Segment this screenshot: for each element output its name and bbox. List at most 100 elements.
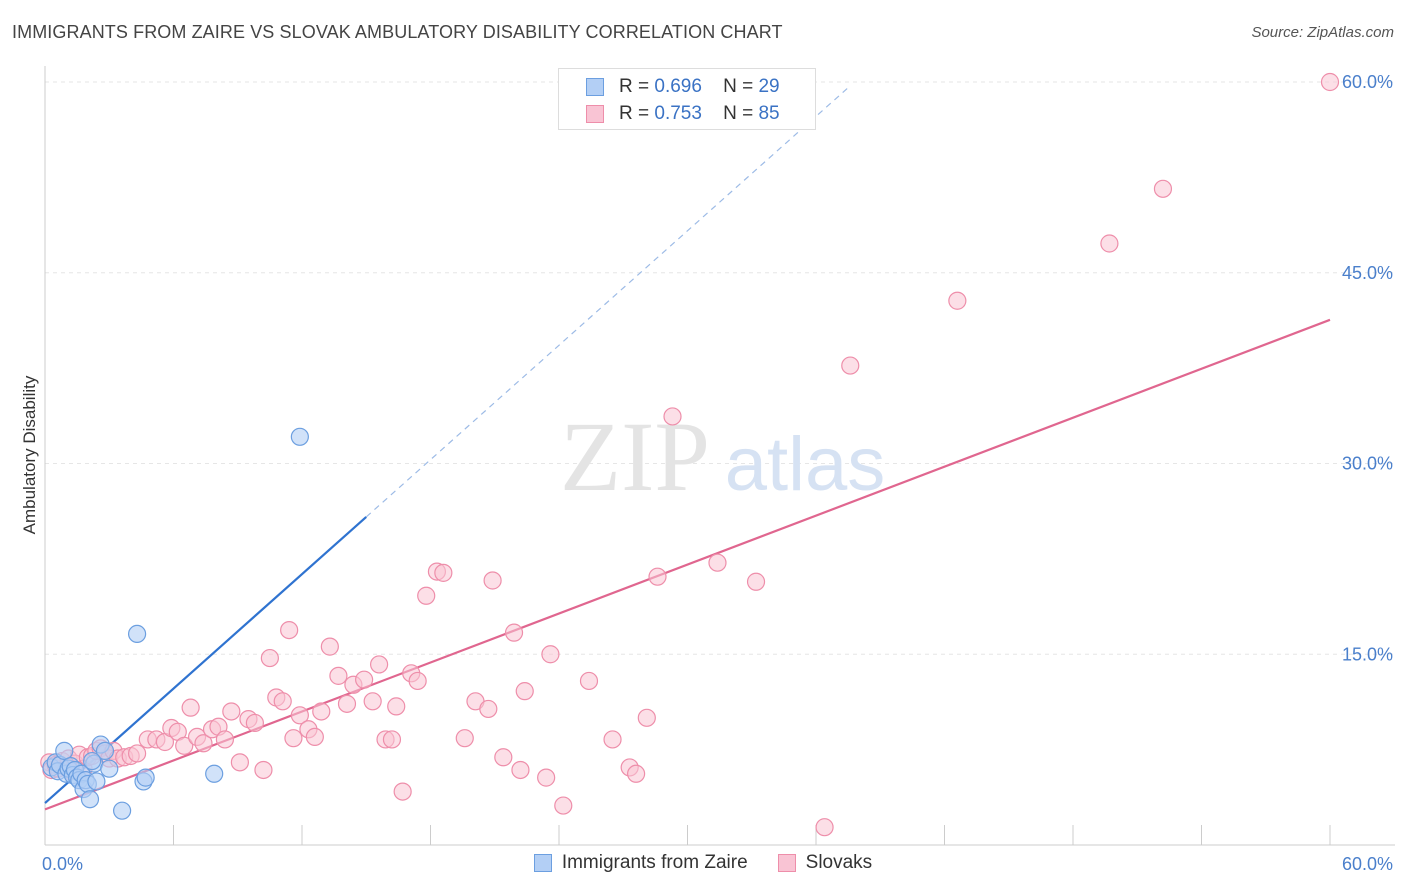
- point-slovak: [579, 671, 599, 691]
- legend-label-slovak: Slovaks: [805, 852, 873, 873]
- point-zaire: [112, 801, 132, 820]
- r-value: 0.696: [654, 76, 702, 97]
- point-slovak: [363, 692, 382, 711]
- point-slovak: [260, 648, 279, 668]
- point-slovak: [370, 655, 389, 674]
- point-slovak: [708, 553, 727, 572]
- point-slovak: [417, 586, 436, 605]
- point-slovak: [1153, 179, 1173, 198]
- point-slovak: [637, 708, 656, 727]
- point-slovak: [511, 760, 530, 780]
- r-value: 0.753: [654, 103, 702, 124]
- watermark-zip: ZIP: [560, 401, 710, 512]
- point-slovak: [175, 736, 194, 755]
- point-slovak: [127, 744, 147, 763]
- point-slovak: [948, 291, 967, 310]
- legend-text-zaire: R = 0.696 N = 29: [619, 76, 780, 98]
- point-slovak: [355, 670, 374, 689]
- point-slovak: [494, 748, 513, 767]
- point-slovak: [254, 760, 273, 780]
- point-slovak: [290, 706, 309, 725]
- point-zaire: [55, 741, 74, 760]
- point-slovak: [815, 818, 834, 837]
- trend-extension-zaire: [365, 85, 851, 518]
- r-label: R =: [619, 76, 650, 97]
- point-slovak: [387, 697, 406, 716]
- point-zaire: [205, 764, 224, 783]
- n-value: 85: [758, 103, 780, 124]
- legend-label-zaire: Immigrants from Zaire: [561, 852, 748, 873]
- y-tick-label: 60.0%: [1342, 72, 1393, 92]
- legend-row-zaire: R = 0.696 N = 29: [586, 75, 780, 99]
- point-slovak: [626, 764, 646, 783]
- point-slovak: [181, 698, 200, 717]
- point-slovak: [537, 768, 556, 787]
- point-slovak: [280, 620, 299, 640]
- n-label: N =: [723, 76, 754, 97]
- point-slovak: [504, 623, 524, 642]
- legend-row-slovak: R = 0.753 N = 85: [586, 102, 780, 126]
- point-slovak: [393, 782, 412, 801]
- point-zaire: [95, 741, 115, 760]
- trend-line-slovak: [44, 318, 1331, 811]
- point-zaire: [80, 790, 100, 809]
- point-slovak: [554, 796, 573, 815]
- point-slovak: [479, 699, 498, 719]
- point-slovak: [1100, 234, 1119, 253]
- source-label: Source: ZipAtlas.com: [1251, 24, 1394, 41]
- point-zaire: [290, 427, 309, 446]
- point-slovak: [603, 730, 622, 749]
- point-slovak: [230, 753, 249, 772]
- point-slovak: [515, 682, 534, 701]
- point-slovak: [329, 666, 348, 685]
- axes: [44, 66, 1395, 846]
- point-slovak: [663, 407, 682, 426]
- point-slovak: [305, 727, 324, 747]
- x-tick-label: 60.0%: [1342, 854, 1393, 874]
- point-slovak: [312, 702, 331, 721]
- legend-item-slovak[interactable]: Slovaks: [777, 852, 873, 874]
- point-slovak: [746, 572, 766, 591]
- r-label: R =: [619, 103, 650, 124]
- point-zaire: [87, 772, 106, 791]
- y-tick-label: 45.0%: [1342, 263, 1393, 283]
- y-tick-label: 15.0%: [1342, 644, 1393, 664]
- correlation-legend: R = 0.696 N = 29 R = 0.753 N = 85: [558, 68, 816, 130]
- point-slovak: [215, 730, 234, 749]
- point-slovak: [455, 729, 474, 748]
- watermark: ZIP atlas: [560, 401, 885, 512]
- point-zaire: [100, 759, 119, 778]
- x-tick-label: 0.0%: [42, 854, 83, 874]
- legend-swatch-zaire: [533, 854, 552, 872]
- y-tick-label: 30.0%: [1342, 454, 1393, 474]
- point-slovak: [222, 702, 241, 721]
- point-slovak: [194, 734, 213, 753]
- point-slovak: [382, 730, 402, 749]
- point-zaire: [136, 768, 155, 787]
- tick-labels: 15.0% 30.0% 45.0% 60.0% 0.0% 60.0%: [42, 72, 1393, 874]
- legend-text-slovak: R = 0.753 N = 85: [619, 103, 780, 125]
- point-slovak: [841, 356, 860, 375]
- n-label: N =: [723, 103, 754, 124]
- legend-item-zaire[interactable]: Immigrants from Zaire: [533, 852, 748, 874]
- point-zaire: [83, 751, 102, 771]
- point-slovak: [483, 571, 502, 590]
- point-slovak: [245, 713, 264, 733]
- data-points: [40, 72, 1340, 837]
- point-slovak: [408, 671, 427, 691]
- n-value: 29: [758, 76, 780, 97]
- point-zaire: [127, 624, 147, 644]
- point-slovak: [284, 729, 303, 748]
- watermark-atlas: atlas: [725, 422, 886, 507]
- point-slovak: [320, 637, 339, 656]
- series-legend: Immigrants from Zaire Slovaks: [0, 852, 1406, 874]
- point-slovak: [337, 694, 357, 713]
- point-slovak: [541, 645, 560, 664]
- chart-title: IMMIGRANTS FROM ZAIRE VS SLOVAK AMBULATO…: [12, 22, 783, 42]
- point-slovak: [1320, 72, 1340, 92]
- point-slovak: [434, 563, 453, 582]
- point-slovak: [648, 567, 667, 586]
- legend-swatch-slovak: [586, 105, 604, 123]
- point-slovak: [273, 692, 292, 711]
